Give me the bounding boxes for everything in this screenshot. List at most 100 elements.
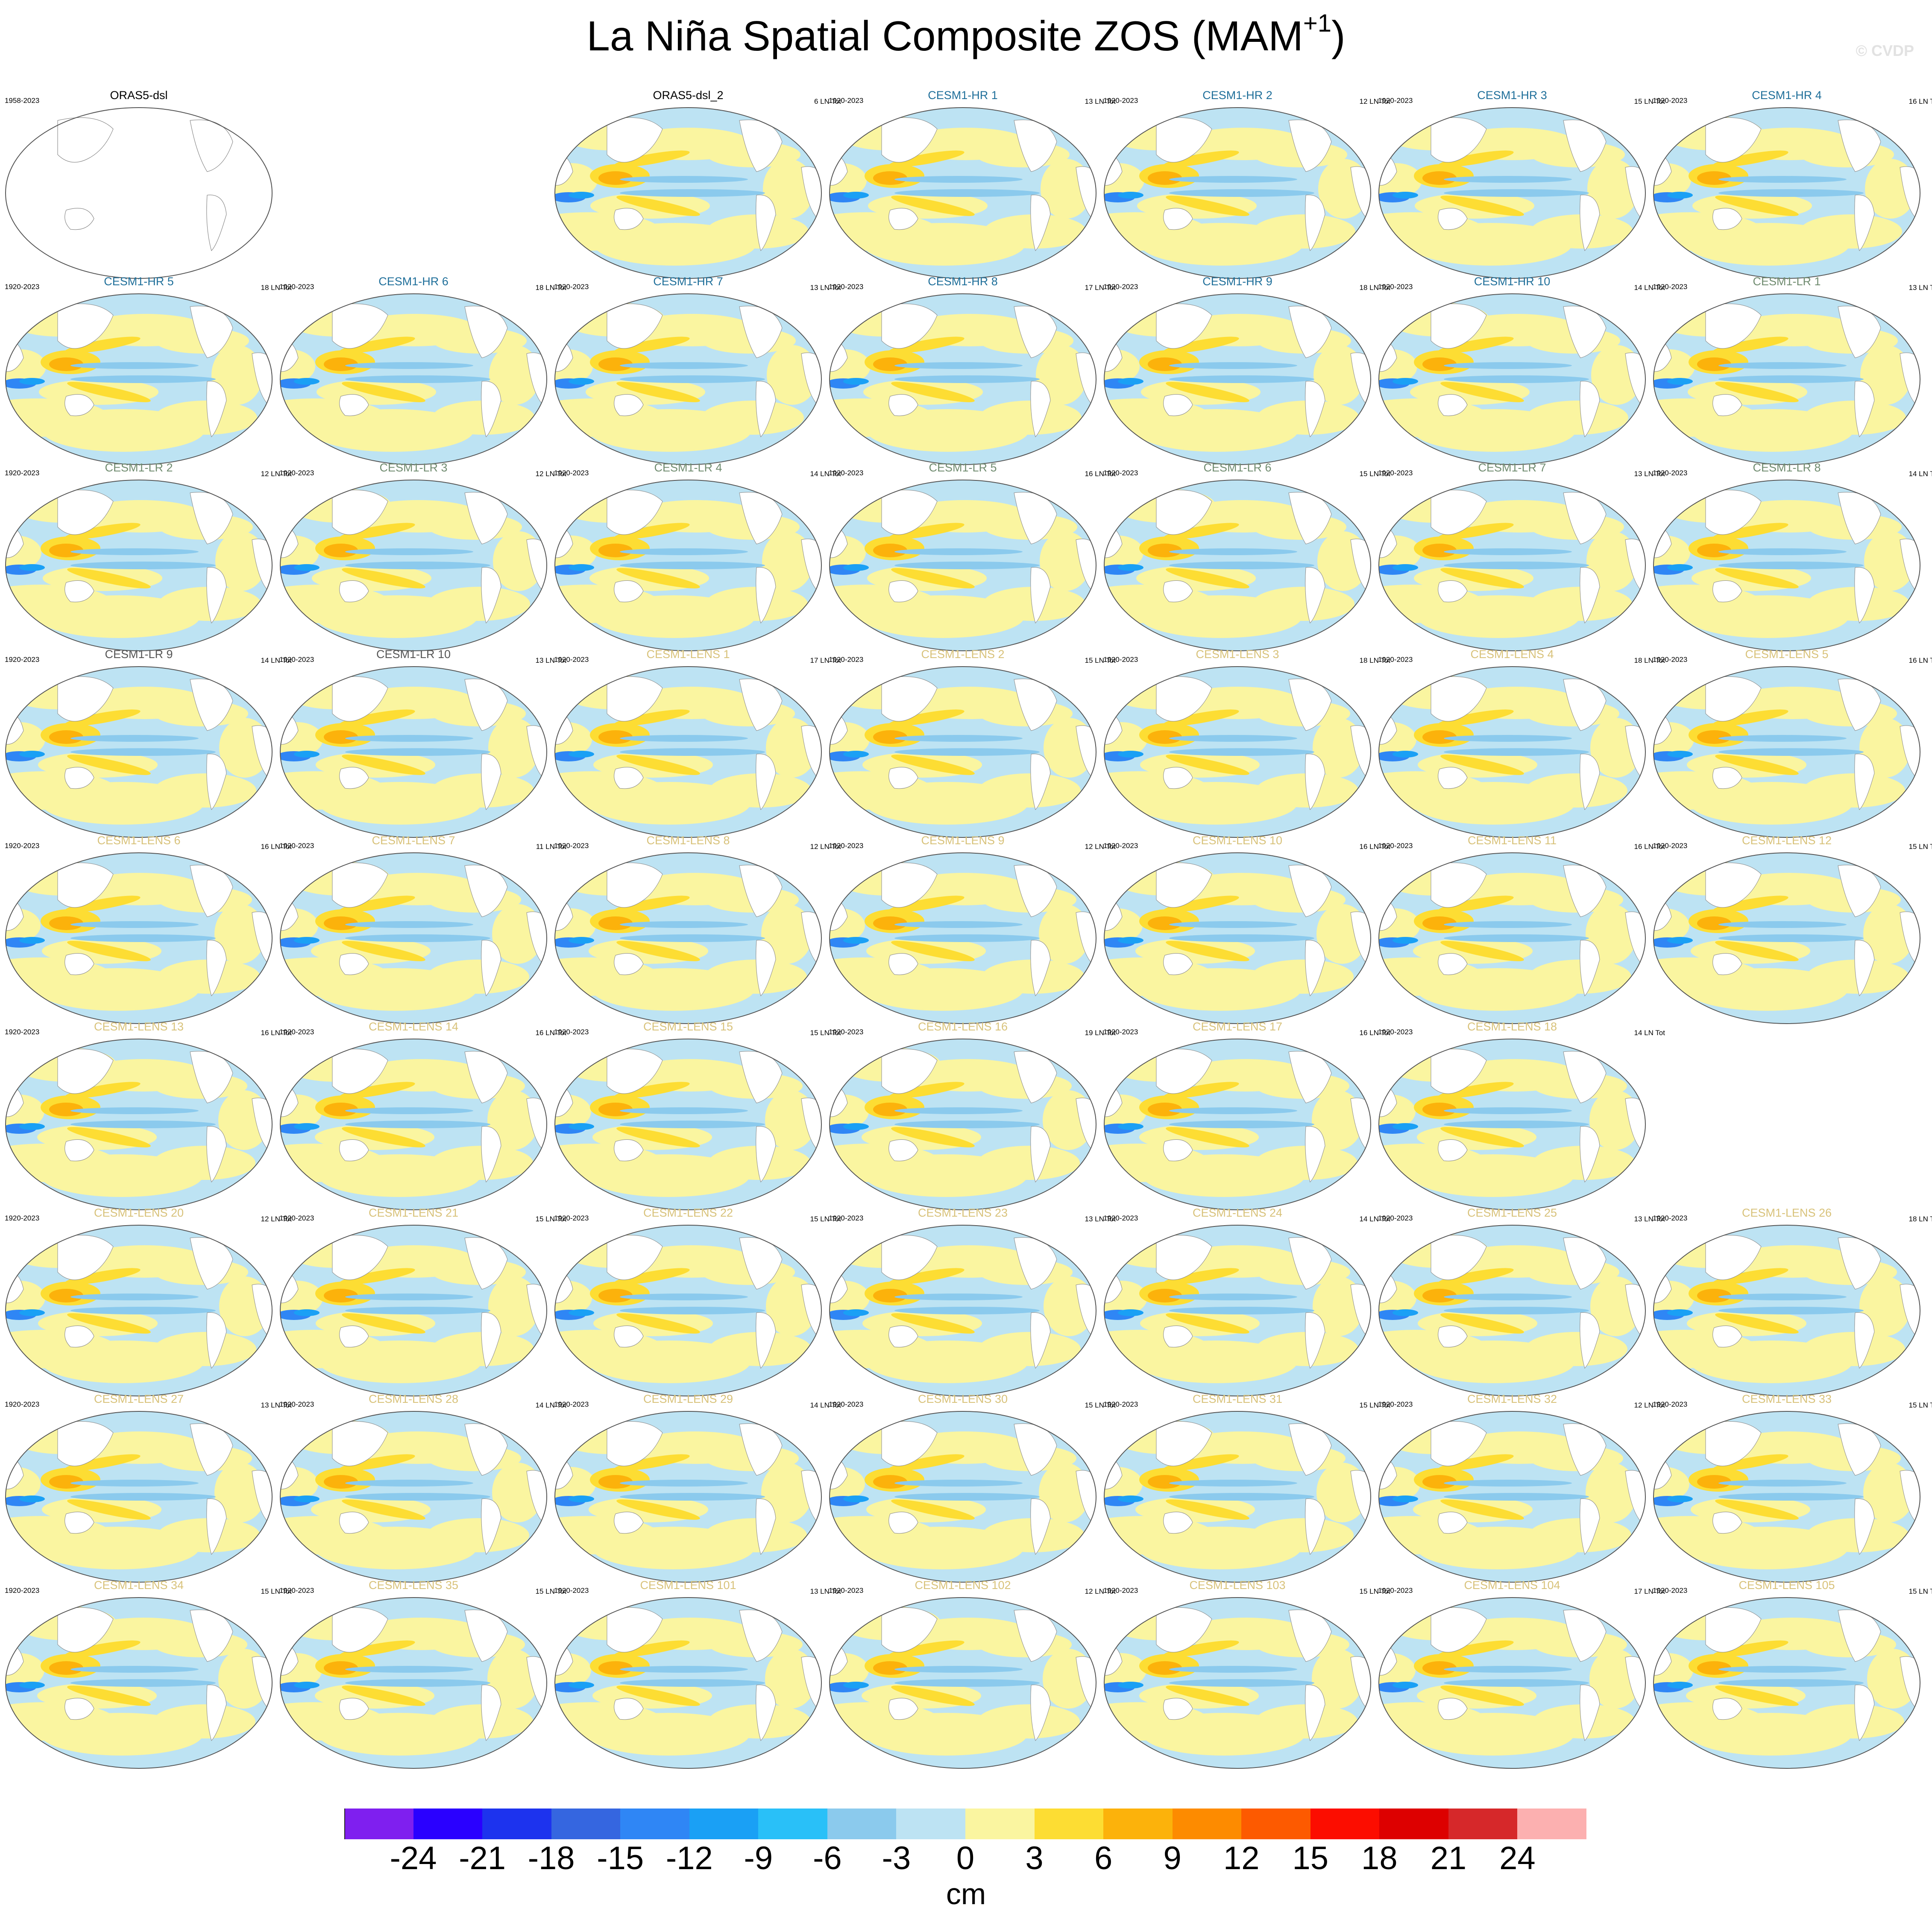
map-panel: CESM1-LENS 104 1920-2023 17 LN Tot [1375, 1579, 1665, 1769]
panel-event-count: 12 LN Tot [261, 1215, 292, 1223]
panel-event-count: 13 LN Tot [810, 284, 841, 292]
robinson-map [1378, 107, 1646, 279]
panel-period: 1920-2023 [1653, 283, 1688, 291]
panel-event-count: 15 LN Tot [261, 1587, 292, 1595]
panel-event-count: 14 LN Tot [810, 1401, 841, 1409]
map-panel: CESM1-HR 8 1920-2023 17 LN Tot [826, 275, 1116, 465]
robinson-map [554, 107, 822, 279]
map-panel: CESM1-LENS 33 1920-2023 15 LN Tot [1650, 1393, 1932, 1583]
map-panel: CESM1-LENS 4 1920-2023 18 LN Tot [1375, 648, 1665, 838]
panel-title: CESM1-LENS 21 [368, 1206, 459, 1219]
panel-title: CESM1-LENS 26 [1741, 1206, 1832, 1219]
map-panel: CESM1-LENS 35 1920-2023 15 LN Tot [277, 1579, 566, 1769]
robinson-map [5, 1039, 273, 1210]
panel-event-count: 16 LN Tot [261, 1029, 292, 1037]
map-panel: CESM1-LENS 17 1920-2023 16 LN Tot [1101, 1020, 1390, 1210]
robinson-map [829, 1225, 1096, 1396]
robinson-map [5, 480, 273, 651]
robinson-map [829, 852, 1096, 1024]
colorbar-swatch [689, 1809, 759, 1839]
panel-title: CESM1-LENS 18 [1467, 1020, 1557, 1033]
panel-period: 1920-2023 [1653, 469, 1688, 477]
panel-title: CESM1-LENS 27 [94, 1393, 184, 1405]
map-panel: CESM1-LENS 5 1920-2023 16 LN Tot [1650, 648, 1932, 838]
map-panel: CESM1-LENS 31 1920-2023 15 LN Tot [1101, 1393, 1390, 1583]
panel-event-count: 16 LN Tot [1359, 1029, 1390, 1037]
panel-title: CESM1-LENS 30 [918, 1393, 1008, 1405]
panel-title: CESM1-LR 10 [376, 648, 451, 661]
colorbar-tick-label: 3 [1025, 1840, 1044, 1876]
robinson-map [1104, 293, 1371, 465]
robinson-map [1104, 1597, 1371, 1769]
map-panel: CESM1-LENS 103 1920-2023 15 LN Tot [1101, 1579, 1390, 1769]
panel-event-count: 15 LN Tot [535, 1215, 566, 1223]
robinson-map [829, 1411, 1096, 1583]
panel-title: CESM1-LR 6 [1203, 461, 1272, 474]
panel-title: CESM1-LR 1 [1753, 275, 1821, 288]
panel-title: CESM1-LENS 5 [1745, 648, 1829, 661]
panel-title: CESM1-LR 9 [105, 648, 173, 661]
panel-event-count: 6 LN Tot [814, 97, 841, 105]
colorbar-tick-label: -12 [665, 1840, 713, 1876]
colorbar-swatch [344, 1809, 415, 1839]
robinson-map [1104, 107, 1371, 279]
panel-period: 1920-2023 [554, 1586, 589, 1595]
panel-period: 1920-2023 [1378, 469, 1413, 477]
robinson-map [1378, 480, 1646, 651]
map-panel: CESM1-LENS 13 1920-2023 16 LN Tot [2, 1020, 292, 1210]
panel-title: CESM1-LENS 3 [1196, 648, 1279, 661]
panel-period: 1920-2023 [829, 1586, 864, 1595]
panel-period: 1920-2023 [554, 1400, 589, 1408]
robinson-map [280, 1411, 547, 1583]
map-panel: CESM1-LENS 20 1920-2023 12 LN Tot [2, 1206, 292, 1396]
panel-title: CESM1-LENS 101 [640, 1579, 736, 1592]
colorbar-swatch [1310, 1809, 1380, 1839]
panel-title: CESM1-LENS 10 [1192, 834, 1283, 847]
map-panel: CESM1-LENS 28 1920-2023 14 LN Tot [277, 1393, 566, 1583]
panel-period: 1920-2023 [1103, 1586, 1138, 1595]
panel-period: 1920-2023 [1653, 1586, 1688, 1595]
map-panel: CESM1-LENS 25 1920-2023 13 LN Tot [1375, 1206, 1665, 1396]
panel-event-count: 13 LN Tot [810, 1587, 841, 1595]
robinson-map [280, 1039, 547, 1210]
map-panel: CESM1-LENS 15 1920-2023 15 LN Tot [551, 1020, 841, 1210]
panel-event-count: 15 LN Tot [1085, 656, 1116, 664]
robinson-map [829, 1039, 1096, 1210]
panel-title: CESM1-LR 8 [1753, 461, 1821, 474]
map-panel: CESM1-LENS 23 1920-2023 13 LN Tot [826, 1206, 1116, 1396]
panel-period: 1920-2023 [1103, 842, 1138, 850]
map-panel: CESM1-LR 5 1920-2023 16 LN Tot [826, 461, 1116, 651]
robinson-map [829, 293, 1096, 465]
panel-title: CESM1-LENS 8 [646, 834, 730, 847]
robinson-map [5, 1597, 273, 1769]
panel-period: 1920-2023 [5, 1028, 40, 1036]
map-panel: CESM1-LENS 6 1920-2023 16 LN Tot [2, 834, 292, 1024]
panel-period: 1920-2023 [1378, 1586, 1413, 1595]
robinson-map [280, 1597, 547, 1769]
robinson-map [1378, 1597, 1646, 1769]
map-panel: CESM1-LENS 9 1920-2023 12 LN Tot [826, 834, 1116, 1024]
panel-title: CESM1-LENS 32 [1467, 1393, 1557, 1405]
panel-period: 1920-2023 [554, 469, 589, 477]
map-panel: CESM1-LENS 3 1920-2023 18 LN Tot [1101, 648, 1390, 838]
robinson-map [5, 852, 273, 1024]
panel-title: CESM1-LENS 23 [918, 1206, 1008, 1219]
panel-period: 1920-2023 [1378, 283, 1413, 291]
panel-period: 1920-2023 [554, 1214, 589, 1222]
panel-event-count: 17 LN Tot [1085, 284, 1116, 292]
panel-event-count: 18 LN Tot [1359, 284, 1390, 292]
panel-period: 1920-2023 [279, 842, 314, 850]
panel-title: CESM1-LENS 22 [643, 1206, 733, 1219]
panel-title: CESM1-LENS 24 [1192, 1206, 1283, 1219]
panel-period: 1920-2023 [5, 469, 40, 477]
panel-title: CESM1-HR 5 [104, 275, 174, 288]
panel-event-count: 15 LN Tot [1634, 97, 1665, 105]
colorbar-swatch [1172, 1809, 1242, 1839]
panel-period: 1920-2023 [1653, 842, 1688, 850]
panel-event-count: 15 LN Tot [1359, 1587, 1390, 1595]
panel-event-count: 16 LN Tot [1909, 97, 1932, 105]
panel-title: CESM1-LENS 34 [94, 1579, 184, 1592]
colorbar [344, 1809, 1587, 1839]
robinson-map [1653, 1225, 1920, 1396]
robinson-map [1653, 1411, 1920, 1583]
